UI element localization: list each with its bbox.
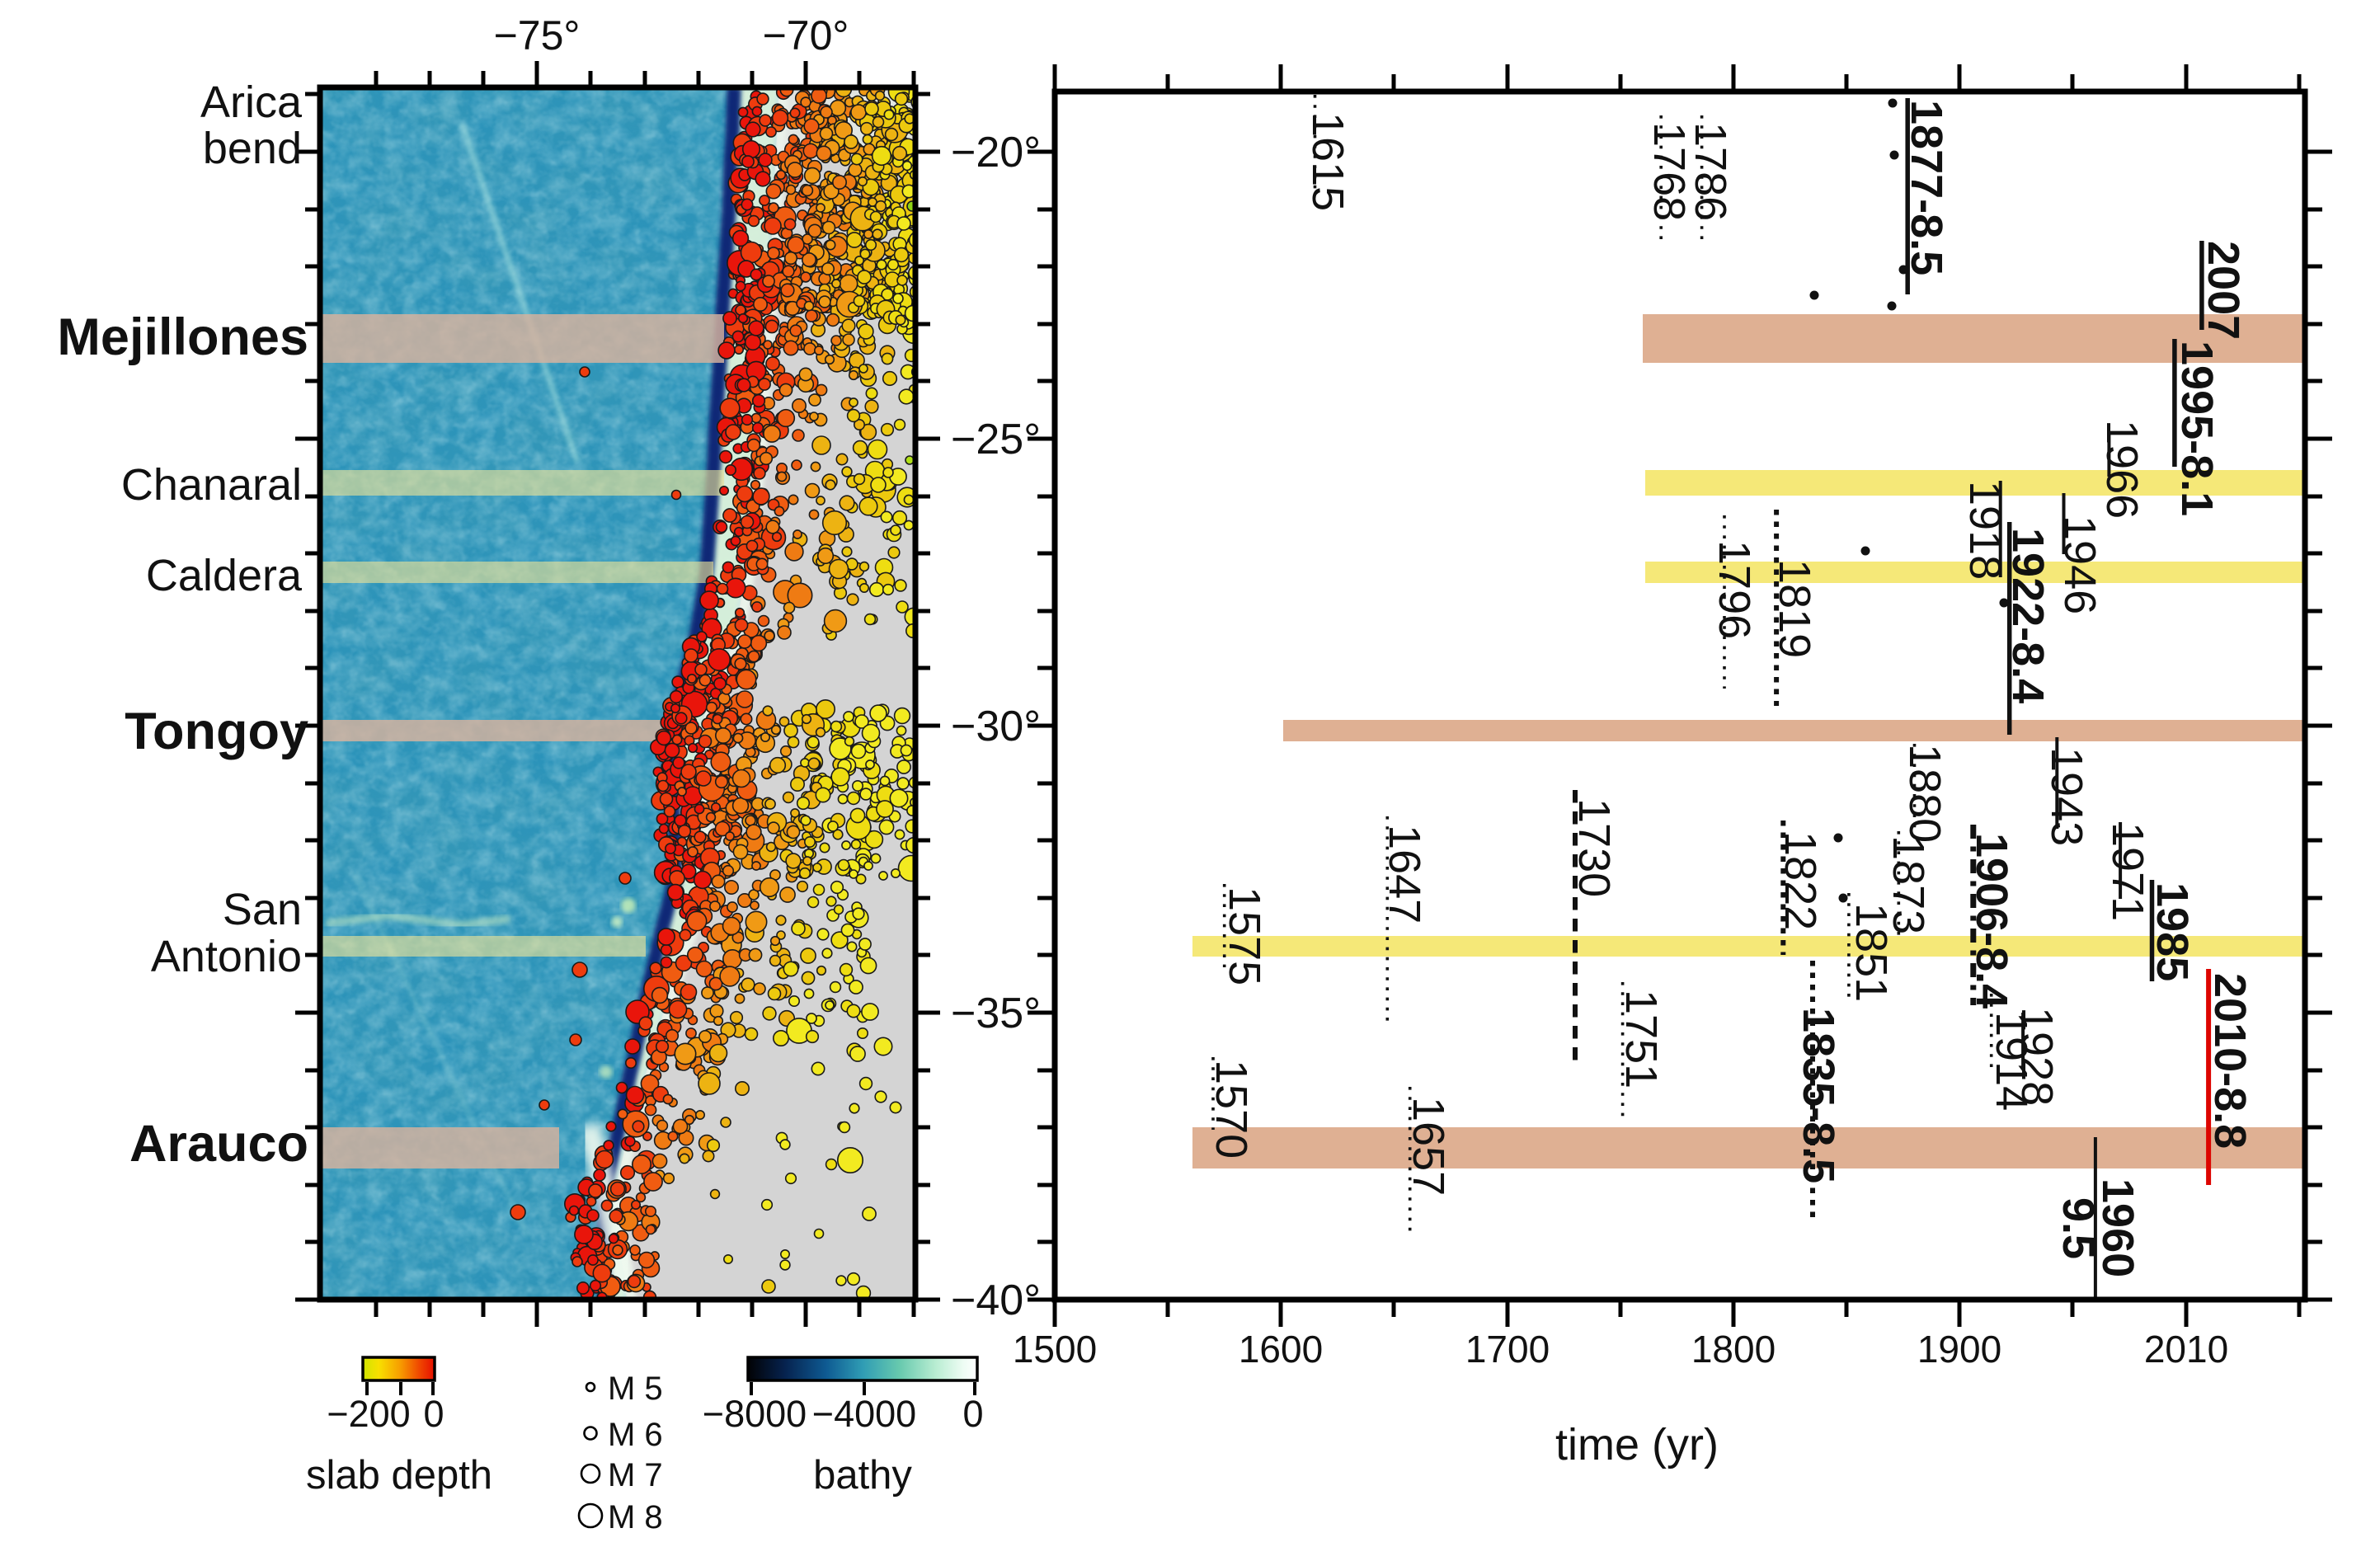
svg-text:1751: 1751 — [1616, 990, 1666, 1089]
svg-text:−75°: −75° — [494, 12, 581, 59]
svg-text:1906-8.4: 1906-8.4 — [1967, 833, 2016, 1009]
svg-text:−70°: −70° — [763, 12, 849, 59]
svg-text:9.5: 9.5 — [2053, 1197, 2103, 1259]
svg-text:1960: 1960 — [2093, 1178, 2142, 1277]
svg-text:2010-8.8: 2010-8.8 — [2205, 973, 2255, 1149]
svg-text:1900: 1900 — [1917, 1328, 2001, 1371]
svg-text:1575: 1575 — [1220, 886, 1269, 985]
svg-text:bend: bend — [203, 124, 302, 173]
svg-text:−30°: −30° — [951, 703, 1041, 750]
svg-text:1700: 1700 — [1465, 1328, 1550, 1371]
svg-text:1800: 1800 — [1691, 1328, 1776, 1371]
svg-text:1966: 1966 — [2097, 420, 2147, 519]
svg-text:Tongoy: Tongoy — [125, 703, 308, 760]
svg-text:−25°: −25° — [951, 416, 1041, 463]
svg-text:bathy: bathy — [813, 1453, 912, 1498]
svg-text:time (yr): time (yr) — [1555, 1420, 1719, 1469]
svg-text:−35°: −35° — [951, 990, 1041, 1037]
svg-text:1835-8.5: 1835-8.5 — [1794, 1008, 1843, 1183]
svg-text:M 8: M 8 — [608, 1499, 663, 1535]
svg-text:2010: 2010 — [2144, 1328, 2228, 1371]
svg-text:1918: 1918 — [1960, 481, 2010, 580]
svg-text:Antonio: Antonio — [151, 932, 302, 981]
svg-text:slab depth: slab depth — [306, 1453, 492, 1498]
svg-text:1819: 1819 — [1770, 559, 1819, 658]
svg-text:2007: 2007 — [2199, 241, 2248, 340]
svg-text:1880: 1880 — [1900, 744, 1950, 843]
svg-text:1971: 1971 — [2103, 822, 2152, 921]
svg-text:1768: 1768 — [1644, 122, 1694, 221]
svg-text:1995-8.1: 1995-8.1 — [2172, 341, 2222, 516]
svg-text:−40°: −40° — [951, 1277, 1041, 1324]
svg-text:Caldera: Caldera — [146, 551, 303, 600]
svg-text:−8000: −8000 — [703, 1393, 807, 1435]
svg-text:1928: 1928 — [2012, 1007, 2062, 1106]
svg-text:Mejillones: Mejillones — [57, 308, 308, 366]
svg-text:M 5: M 5 — [608, 1371, 663, 1407]
svg-text:−200: −200 — [327, 1393, 410, 1435]
svg-text:Chanaral: Chanaral — [121, 460, 302, 510]
svg-text:1873: 1873 — [1884, 835, 1933, 934]
svg-text:1796: 1796 — [1710, 540, 1759, 639]
svg-text:1647: 1647 — [1380, 825, 1429, 924]
svg-text:M 7: M 7 — [608, 1457, 663, 1493]
svg-text:1615: 1615 — [1303, 112, 1352, 211]
svg-text:1600: 1600 — [1239, 1328, 1323, 1371]
svg-text:M 6: M 6 — [608, 1417, 663, 1453]
svg-text:1851: 1851 — [1846, 903, 1896, 1002]
svg-text:1985: 1985 — [2147, 882, 2197, 981]
svg-text:1922-8.4: 1922-8.4 — [2003, 528, 2053, 703]
svg-text:1570: 1570 — [1206, 1060, 1256, 1159]
svg-text:1914: 1914 — [1987, 1012, 2036, 1111]
svg-text:−4000: −4000 — [812, 1393, 916, 1435]
svg-text:Arica: Arica — [200, 78, 303, 127]
svg-text:0: 0 — [423, 1393, 444, 1435]
svg-text:1822: 1822 — [1776, 831, 1825, 930]
svg-text:−20°: −20° — [951, 129, 1041, 176]
svg-text:1877-8.5: 1877-8.5 — [1902, 100, 1951, 275]
svg-text:San: San — [223, 885, 302, 934]
svg-text:Arauco: Arauco — [129, 1115, 308, 1173]
svg-text:1946: 1946 — [2055, 515, 2105, 614]
svg-text:1943: 1943 — [2042, 747, 2091, 846]
svg-text:0: 0 — [962, 1393, 983, 1435]
svg-text:1730: 1730 — [1569, 798, 1619, 897]
svg-text:1786: 1786 — [1686, 122, 1735, 221]
svg-text:1500: 1500 — [1013, 1328, 1097, 1371]
svg-text:1657: 1657 — [1404, 1097, 1453, 1196]
